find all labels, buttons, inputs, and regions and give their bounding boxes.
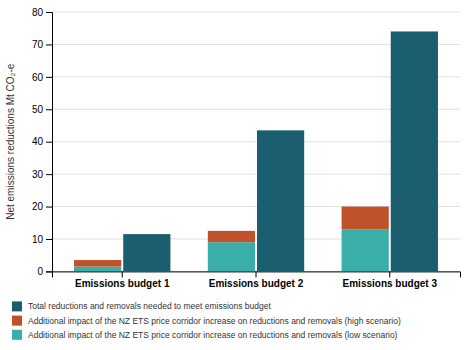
bar-segment	[208, 231, 255, 242]
x-tick: Emissions budget 1	[75, 271, 170, 289]
bar	[257, 130, 304, 271]
y-axis: 0 10 20 30 40 50 60 70 80	[32, 7, 53, 277]
y-tick-label: 0	[37, 266, 43, 277]
y-tick-mark	[46, 239, 52, 240]
y-tick-label: 10	[32, 234, 44, 245]
x-tick: Emissions budget 3	[343, 271, 438, 289]
bar-segment	[342, 207, 389, 230]
x-tick-mark	[389, 271, 390, 277]
y-tick-mark	[46, 77, 52, 78]
y-tick: 80	[32, 7, 52, 18]
x-tick-label: Emissions budget 2	[209, 279, 304, 290]
legend-label: Total reductions and removals needed to …	[28, 301, 272, 311]
y-tick-label: 80	[32, 7, 44, 18]
x-axis: Emissions budget 1 Emissions budget 2 Emis…	[53, 271, 461, 289]
legend-swatch	[12, 316, 22, 326]
y-tick-label: 20	[32, 201, 44, 212]
y-axis-line	[46, 13, 53, 272]
legend-swatch	[12, 301, 22, 311]
y-tick-mark	[46, 207, 52, 208]
y-tick-mark	[46, 44, 52, 45]
y-tick-label: 40	[32, 136, 44, 147]
x-tick-label: Emissions budget 3	[343, 279, 438, 290]
legend-label: Additional impact of the NZ ETS price co…	[28, 316, 401, 326]
legend-label: Additional impact of the NZ ETS price co…	[28, 330, 398, 340]
bar	[123, 234, 170, 271]
y-tick: 40	[32, 136, 52, 147]
y-tick: 70	[32, 39, 52, 50]
grid-line	[52, 12, 460, 13]
y-tick: 0	[37, 266, 52, 277]
y-tick-mark	[46, 142, 52, 143]
bar-segment	[342, 229, 389, 271]
y-tick-mark	[46, 12, 52, 13]
grid	[52, 12, 460, 271]
bar-segment	[208, 242, 255, 271]
y-axis-title: Net emissions reductions Mt CO₂-e	[5, 63, 16, 220]
y-tick: 60	[32, 72, 52, 83]
legend-swatch	[12, 330, 22, 340]
bars	[74, 31, 438, 271]
bar-segment	[74, 267, 121, 272]
y-tick-mark	[46, 109, 52, 110]
chart-svg: Total reductions and removals needed to …	[0, 0, 474, 350]
y-tick: 30	[32, 169, 52, 180]
y-tick: 50	[32, 104, 52, 115]
legend: Total reductions and removals needed to …	[12, 301, 401, 339]
x-tick-mark	[256, 271, 257, 277]
chart-container: Total reductions and removals needed to …	[0, 0, 474, 350]
x-tick-label: Emissions budget 1	[75, 279, 170, 290]
legend-item: Additional impact of the NZ ETS price co…	[12, 316, 401, 326]
y-tick: 10	[32, 234, 52, 245]
y-tick-mark	[46, 271, 52, 272]
legend-item: Additional impact of the NZ ETS price co…	[12, 330, 398, 340]
y-tick-label: 30	[32, 169, 44, 180]
y-tick: 20	[32, 201, 52, 212]
plot: 01020304050607080Emissions budget 1Emiss…	[32, 7, 461, 290]
y-tick-label: 50	[32, 104, 44, 115]
bar	[391, 31, 438, 271]
legend-item: Total reductions and removals needed to …	[12, 301, 272, 311]
x-tick: Emissions budget 2	[209, 271, 304, 289]
x-axis-line	[53, 272, 461, 278]
bar-segment	[74, 260, 121, 266]
x-tick-mark	[122, 271, 123, 277]
y-tick-label: 70	[32, 39, 44, 50]
y-tick-label: 60	[32, 72, 44, 83]
y-tick-mark	[46, 174, 52, 175]
